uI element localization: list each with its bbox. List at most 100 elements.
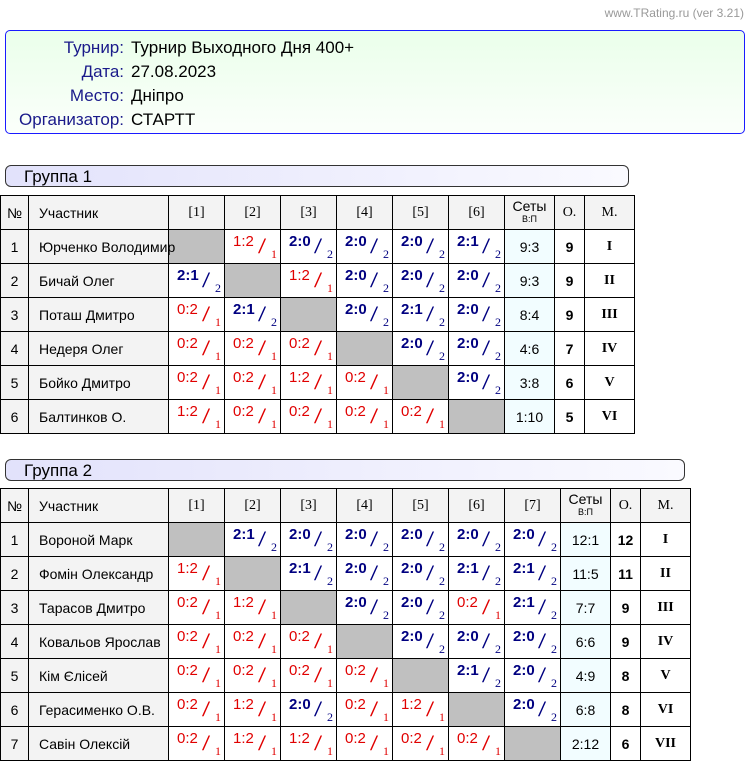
match-result: 2:0/ 2 (448, 263, 505, 298)
match-result: 1:2/ 1 (224, 590, 281, 625)
match-result-inner: 2:0/ 2 (281, 523, 336, 556)
header-row: № Участник [1] [2] [3] [4] [5] [6] [7] Сеты В:П О. М… (0, 488, 691, 523)
match-result-inner: 2:0/ 2 (449, 298, 504, 331)
participant-name[interactable]: Вороной Марк (28, 522, 169, 557)
match-result: 2:0/ 2 (280, 522, 337, 557)
match-points: 1 (439, 417, 445, 431)
match-points: 2 (439, 574, 445, 588)
match-points: 1 (271, 417, 277, 431)
match-points: 2 (383, 608, 389, 622)
match-result: 1:2/ 1 (168, 556, 225, 591)
slash-separator: / (201, 270, 211, 292)
row-number: 3 (0, 297, 29, 332)
match-result-inner: 2:0/ 2 (393, 591, 448, 624)
match-points: 2 (439, 642, 445, 656)
match-result: 2:1/ 2 (224, 522, 281, 557)
match-result: 2:1/ 2 (504, 556, 561, 591)
match-result-inner: 2:1/ 2 (505, 557, 560, 590)
match-points: 2 (327, 247, 333, 261)
self-cell (392, 658, 449, 693)
match-points: 1 (215, 417, 221, 431)
match-points: 2 (439, 315, 445, 329)
table-row: 5 Кім Єлісей 0:2/1 0:2/1 0:2/1 0:2/1 2:1/2 2:0/… (0, 658, 691, 693)
self-cell (448, 399, 505, 434)
match-result: 2:1/ 2 (448, 229, 505, 264)
total-points: 9 (610, 624, 641, 659)
match-points: 1 (327, 642, 333, 656)
match-score: 2:0 (401, 594, 423, 611)
match-result-inner: 2:0/ 2 (337, 591, 392, 624)
info-label: Турнир: (63, 38, 124, 57)
slash-separator: / (369, 372, 379, 394)
participant-name[interactable]: Кім Єлісей (28, 658, 169, 693)
row-number: 5 (0, 658, 29, 693)
final-place: VII (640, 726, 691, 761)
match-points: 1 (495, 744, 501, 758)
participant-name[interactable]: Юрченко Володимир (28, 229, 175, 264)
match-score: 0:2 (345, 403, 366, 420)
self-cell (224, 556, 281, 591)
match-score: 0:2 (177, 696, 198, 713)
match-points: 2 (327, 540, 333, 554)
total-points: 5 (554, 399, 585, 434)
match-points: 2 (495, 281, 501, 295)
self-cell (280, 590, 337, 625)
participant-name[interactable]: Бойко Дмитро (28, 365, 169, 400)
participant-name[interactable]: Савін Олексій (28, 726, 169, 761)
match-result-inner: 0:2/ 1 (449, 727, 504, 760)
participant-name[interactable]: Герасименко О.В. (28, 692, 169, 727)
sets-won-lost: 9:3 (504, 229, 555, 264)
slash-separator: / (425, 597, 435, 619)
match-score: 1:2 (289, 369, 310, 386)
match-result-inner: 0:2/ 1 (169, 693, 224, 726)
info-label: Дата: (81, 62, 124, 81)
sets-won-lost: 9:3 (504, 263, 555, 298)
info-organizer: Организатор: СТАРТТ (6, 108, 744, 132)
match-result-inner: 2:0/ 2 (393, 230, 448, 263)
header-opponent-col: [5] (392, 195, 449, 230)
match-result-inner: 0:2/ 1 (393, 400, 448, 433)
participant-name[interactable]: Ковальов Ярослав (28, 624, 169, 659)
group-1-table: № Участник [1] [2] [3] [4] [5] [6] Сеты В:П О. М. 1 Ю… (0, 195, 635, 434)
slash-separator: / (257, 631, 267, 653)
participant-name[interactable]: Недеря Олег (28, 331, 169, 366)
match-score: 0:2 (177, 662, 198, 679)
match-result-inner: 2:0/ 2 (505, 693, 560, 726)
participant-name[interactable]: Балтинков О. (28, 399, 169, 434)
match-result: 2:0/ 2 (392, 522, 449, 557)
header-participant: Участник (28, 488, 169, 523)
match-score: 0:2 (233, 335, 254, 352)
participant-name[interactable]: Поташ Дмитро (28, 297, 169, 332)
slash-separator: / (257, 665, 267, 687)
sets-won-lost: 6:8 (560, 692, 611, 727)
match-result-inner: 2:0/ 2 (505, 523, 560, 556)
header-participant: Участник (28, 195, 169, 230)
participant-name[interactable]: Фомін Олександр (28, 556, 169, 591)
participant-name[interactable]: Бичай Олег (28, 263, 169, 298)
match-result: 0:2/ 1 (168, 726, 225, 761)
match-score: 1:2 (177, 560, 198, 577)
match-result-inner: 1:2/ 1 (169, 557, 224, 590)
match-result: 1:2/ 1 (224, 692, 281, 727)
match-score: 2:1 (177, 267, 199, 284)
match-result: 2:0/ 2 (336, 556, 393, 591)
match-score: 2:0 (457, 369, 479, 386)
match-points: 2 (551, 540, 557, 554)
slash-separator: / (313, 733, 323, 755)
match-score: 0:2 (457, 594, 478, 611)
final-place: V (640, 658, 691, 693)
match-points: 2 (327, 710, 333, 724)
match-result: 0:2/ 1 (280, 624, 337, 659)
match-score: 0:2 (233, 369, 254, 386)
match-score: 2:1 (513, 560, 535, 577)
match-score: 2:0 (457, 267, 479, 284)
match-result: 0:2/ 1 (168, 624, 225, 659)
match-result: 2:0/ 2 (392, 229, 449, 264)
match-result-inner: 2:0/ 2 (505, 625, 560, 658)
match-result-inner: 2:0/ 2 (393, 625, 448, 658)
participant-name[interactable]: Тарасов Дмитро (28, 590, 169, 625)
sets-won-lost: 3:8 (504, 365, 555, 400)
self-cell (448, 692, 505, 727)
match-points: 1 (327, 417, 333, 431)
match-result: 2:1/ 2 (504, 590, 561, 625)
